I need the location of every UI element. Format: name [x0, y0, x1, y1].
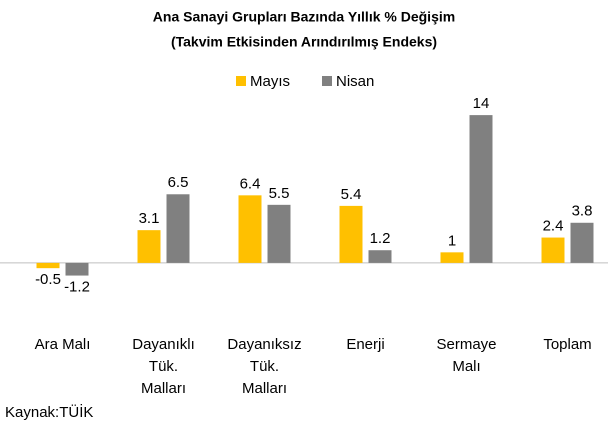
chart-subtitle: (Takvim Etkisinden Arındırılmış Endeks)	[171, 34, 437, 50]
bar	[137, 230, 161, 263]
legend-swatch	[322, 76, 332, 86]
data-label: 3.1	[139, 210, 160, 227]
bar	[238, 195, 262, 263]
bar	[440, 252, 464, 263]
bar	[469, 115, 493, 263]
source-note: Kaynak:TÜİK	[5, 403, 93, 421]
x-tick-label: Sermaye Malı	[436, 336, 496, 375]
data-label: 6.4	[240, 175, 261, 192]
legend-label: Nisan	[336, 73, 374, 90]
data-label: -1.2	[64, 279, 90, 296]
x-tick-label: Enerji	[346, 336, 384, 353]
bar	[36, 262, 60, 269]
data-label: 6.5	[168, 174, 189, 191]
data-label: 5.5	[269, 185, 290, 202]
data-label: 1.2	[370, 230, 391, 247]
data-label: 3.8	[572, 203, 593, 220]
bar	[339, 205, 363, 263]
data-label: 2.4	[543, 218, 564, 235]
x-tick-label: Toplam	[543, 336, 591, 353]
bar	[267, 204, 291, 263]
bar	[541, 237, 565, 263]
data-label: 1	[448, 232, 456, 249]
legend-label: Mayıs	[250, 73, 290, 90]
bar	[166, 194, 190, 263]
data-label: -0.5	[35, 271, 61, 288]
data-label: 5.4	[341, 186, 362, 203]
bar	[368, 250, 392, 263]
x-tick-label: Ara Malı	[35, 336, 91, 353]
chart-title: Ana Sanayi Grupları Bazında Yıllık % Değ…	[153, 9, 455, 25]
x-tick-label: Dayanıklı Tük. Malları	[132, 336, 195, 397]
bar	[570, 222, 594, 263]
x-tick-label: Dayanıksız Tük. Malları	[227, 336, 301, 397]
data-label: 14	[473, 95, 490, 112]
legend-swatch	[236, 76, 246, 86]
bar	[65, 262, 89, 276]
